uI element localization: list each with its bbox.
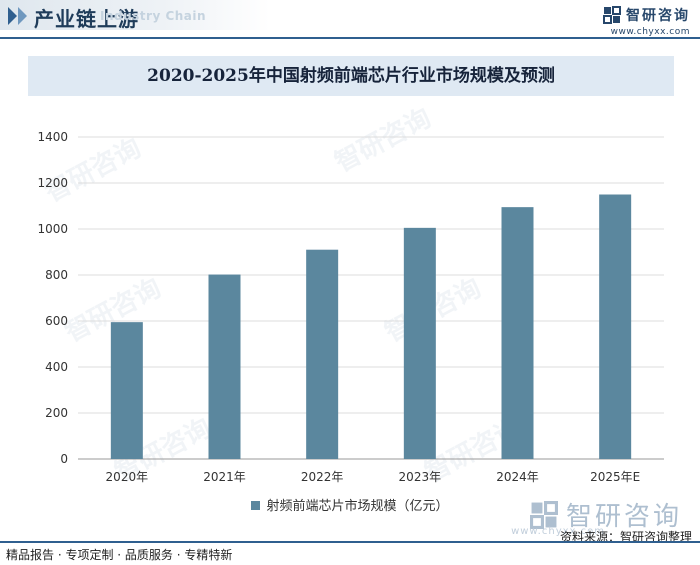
- section-title: 产业链上游: [34, 7, 139, 31]
- bar: [403, 227, 436, 459]
- x-tick-label: 2020年: [106, 470, 149, 484]
- y-tick-label: 400: [45, 360, 68, 374]
- chart-title: 2020-2025年中国射频前端芯片行业市场规模及预测: [147, 66, 555, 86]
- bar: [599, 194, 632, 459]
- chart-title-box: 2020-2025年中国射频前端芯片行业市场规模及预测: [28, 56, 674, 96]
- footer-divider: [0, 541, 700, 543]
- header-divider: [0, 37, 700, 39]
- bar: [110, 322, 143, 459]
- x-tick-label: 2021年: [203, 470, 246, 484]
- brand-watermark-text: 智研咨询: [565, 502, 682, 532]
- footer-tagline: 精品报告 · 专项定制 · 品质服务 · 专精特新: [6, 548, 233, 562]
- chevron-icon: [8, 7, 17, 25]
- brand-watermark: 智研咨询: [529, 496, 682, 533]
- y-tick-label: 1200: [37, 176, 68, 190]
- x-tick-label: 2022年: [301, 470, 344, 484]
- brand-logo-icon: [603, 6, 621, 24]
- x-tick-label: 2025年E: [590, 470, 640, 484]
- bar: [208, 274, 241, 459]
- bar-chart: 0 200 400 600 800 1000 1200 1400 2020年 2021年 2022年…: [37, 130, 664, 484]
- brand-watermark-url: www.chyxx.com: [511, 526, 605, 537]
- brand-url: www.chyxx.com: [610, 27, 690, 37]
- legend-label: 射频前端芯片市场规模（亿元）: [266, 499, 449, 514]
- section-subtitle: Industry Chain: [100, 9, 207, 23]
- source-note: 资料来源：智研咨询整理: [559, 530, 692, 544]
- bar: [306, 249, 339, 459]
- y-tick-label: 600: [45, 314, 68, 328]
- x-tick-label: 2024年: [496, 470, 539, 484]
- y-tick-label: 1400: [37, 130, 68, 144]
- chart-legend: 射频前端芯片市场规模（亿元）: [0, 495, 700, 514]
- header: 产业链上游 Industry Chain 智研咨询 www.chyxx.com: [0, 0, 700, 37]
- chevron-icon: [18, 7, 27, 25]
- header-band: [0, 0, 270, 30]
- legend-swatch: [251, 501, 261, 510]
- y-tick-label: 200: [45, 406, 68, 420]
- bar: [501, 207, 534, 459]
- y-tick-label: 800: [45, 268, 68, 282]
- y-tick-label: 1000: [37, 222, 68, 236]
- y-tick-label: 0: [60, 452, 68, 466]
- brand-name: 智研咨询: [626, 8, 690, 24]
- x-tick-label: 2023年: [399, 470, 442, 484]
- brand-logo: 智研咨询 www.chyxx.com: [603, 5, 690, 37]
- brand-watermark-icon: [529, 500, 558, 529]
